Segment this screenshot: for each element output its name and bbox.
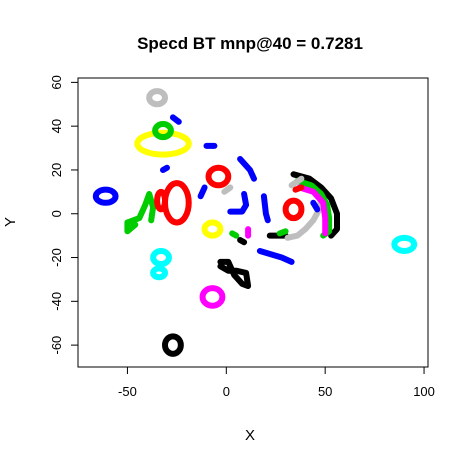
point-cluster-9 — [150, 247, 172, 268]
point-cluster-3 — [169, 114, 182, 125]
chart-title: Specd BT mnp@40 = 0.7281 — [137, 34, 363, 53]
point-cluster-25 — [276, 228, 289, 237]
point-cluster-21 — [217, 258, 252, 289]
point-cluster-32 — [310, 199, 321, 213]
x-axis-label: X — [245, 427, 255, 444]
data-clusters — [92, 88, 418, 357]
x-tick-label: 100 — [413, 384, 435, 399]
point-cluster-23 — [256, 248, 295, 265]
point-cluster-29 — [294, 177, 333, 239]
point-cluster-1 — [134, 129, 192, 158]
point-cluster-10 — [150, 265, 169, 281]
point-cluster-8 — [160, 164, 170, 173]
point-cluster-16 — [197, 184, 208, 200]
y-tick-label: 0 — [49, 210, 64, 217]
y-tick-label: -20 — [49, 248, 64, 267]
point-cluster-0 — [146, 88, 169, 108]
x-tick-label: 50 — [318, 384, 332, 399]
y-axis-label: Y — [2, 217, 19, 227]
point-cluster-11 — [199, 285, 226, 309]
point-cluster-30 — [296, 184, 329, 237]
point-cluster-15 — [237, 156, 257, 182]
x-tick-label: 0 — [223, 384, 230, 399]
point-cluster-12 — [162, 333, 184, 357]
point-cluster-6 — [162, 180, 192, 226]
point-cluster-2 — [152, 120, 174, 141]
point-cluster-5 — [124, 191, 157, 235]
x-tick-label: -50 — [118, 384, 137, 399]
point-cluster-4 — [92, 186, 119, 206]
x-axis: -50 0 50 100 — [118, 366, 435, 399]
y-tick-label: 40 — [49, 119, 64, 133]
point-cluster-7 — [154, 188, 169, 213]
point-cluster-31 — [288, 175, 305, 189]
y-tick-label: 20 — [49, 163, 64, 177]
point-cluster-26 — [282, 197, 305, 222]
y-axis: -60 -40 -20 0 20 40 60 — [49, 75, 79, 355]
y-tick-label: -40 — [49, 292, 64, 311]
point-cluster-17 — [221, 184, 234, 195]
point-cluster-13 — [205, 164, 232, 189]
point-cluster-33 — [391, 234, 418, 254]
point-cluster-19 — [201, 219, 224, 239]
y-tick-label: -60 — [49, 336, 64, 355]
point-cluster-36 — [292, 184, 305, 193]
point-cluster-22 — [260, 193, 271, 224]
point-cluster-28 — [290, 171, 340, 239]
y-tick-label: 60 — [49, 75, 64, 89]
point-cluster-18 — [227, 191, 250, 215]
point-cluster-35 — [237, 237, 248, 246]
point-cluster-20 — [229, 230, 240, 239]
